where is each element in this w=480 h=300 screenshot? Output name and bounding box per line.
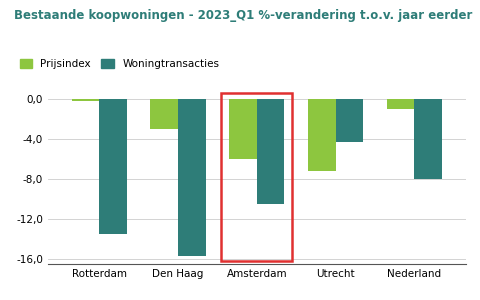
Bar xyxy=(99,99,127,234)
Bar xyxy=(387,99,414,109)
Bar xyxy=(229,99,257,159)
Legend: Prijsindex, Woningtransacties: Prijsindex, Woningtransacties xyxy=(20,59,219,69)
Bar xyxy=(178,99,205,256)
Bar xyxy=(72,99,99,101)
Bar xyxy=(150,99,178,129)
Bar xyxy=(221,93,292,261)
Bar xyxy=(308,99,336,171)
Bar xyxy=(336,99,363,142)
Bar xyxy=(257,99,284,204)
Bar xyxy=(414,99,442,179)
Text: Bestaande koopwoningen - 2023_Q1 %-verandering t.o.v. jaar eerder: Bestaande koopwoningen - 2023_Q1 %-veran… xyxy=(14,9,473,22)
